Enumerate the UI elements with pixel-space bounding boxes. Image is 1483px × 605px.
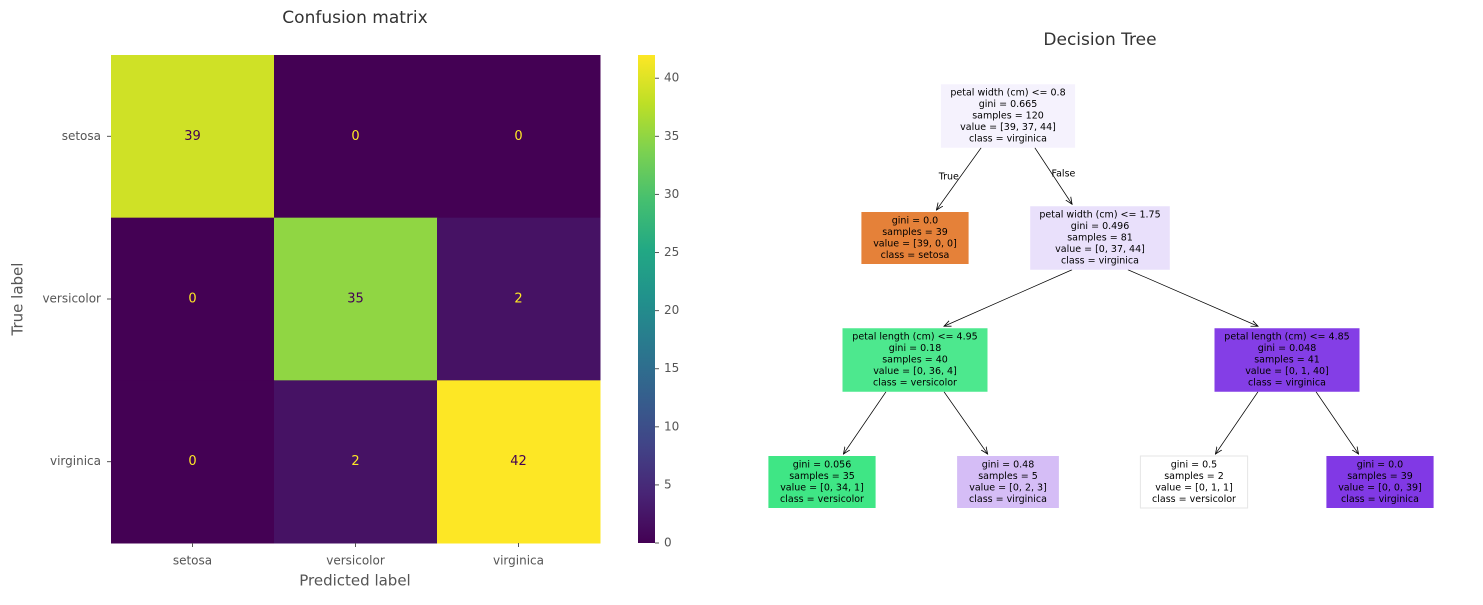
- node-text: petal width (cm) <= 1.75: [1039, 210, 1160, 221]
- tree-node: [1030, 206, 1170, 270]
- y-tick-label: setosa: [62, 129, 101, 143]
- tree-edge: [943, 391, 988, 454]
- tree-node: [842, 328, 988, 392]
- node-text: samples = 35: [789, 471, 855, 482]
- tree-edge: [1315, 391, 1359, 454]
- heatmap-cell: [437, 217, 601, 381]
- colorbar-tick-label: 20: [664, 303, 679, 317]
- cell-label: 0: [188, 454, 196, 469]
- node-text: value = [0, 34, 1]: [780, 482, 864, 493]
- colorbar-tick-label: 5: [664, 477, 672, 491]
- node-text: gini = 0.496: [1071, 221, 1130, 232]
- node-text: samples = 41: [1254, 355, 1320, 366]
- node-text: gini = 0.665: [979, 99, 1038, 110]
- cell-label: 42: [510, 454, 527, 469]
- node-text: class = versicolor: [873, 378, 957, 389]
- tree-node: [861, 212, 969, 264]
- y-axis-label: True label: [9, 263, 27, 337]
- node-text: petal width (cm) <= 0.8: [950, 88, 1065, 99]
- node-text: gini = 0.0: [1357, 459, 1403, 470]
- tree-title: Decision Tree: [1043, 30, 1156, 50]
- colorbar-tick-label: 30: [664, 187, 679, 201]
- node-text: value = [0, 37, 44]: [1055, 244, 1145, 255]
- node-text: samples = 40: [882, 355, 948, 366]
- node-text: class = virginica: [1341, 494, 1419, 505]
- tree-node: [768, 456, 876, 508]
- node-text: value = [0, 1, 1]: [1155, 482, 1233, 493]
- heatmap-cell: [111, 217, 275, 381]
- node-text: value = [0, 36, 4]: [873, 366, 957, 377]
- x-tick-label: setosa: [173, 554, 212, 568]
- cell-label: 2: [351, 454, 359, 469]
- heatmap-cell: [274, 217, 438, 381]
- heatmap-cell: [111, 55, 275, 219]
- node-text: class = versicolor: [1152, 494, 1236, 505]
- node-text: samples = 81: [1067, 233, 1133, 244]
- cell-label: 2: [514, 292, 522, 307]
- heatmap-title: Confusion matrix: [282, 8, 427, 28]
- node-text: gini = 0.056: [793, 459, 852, 470]
- tree-edge: [944, 269, 1073, 327]
- node-text: class = setosa: [881, 250, 950, 261]
- colorbar-tick-label: 35: [664, 129, 679, 143]
- node-text: value = [39, 37, 44]: [960, 122, 1056, 133]
- node-text: class = virginica: [969, 494, 1047, 505]
- x-tick-label: virginica: [493, 554, 544, 568]
- tree-edge: [843, 391, 887, 454]
- tree-edge: [936, 147, 982, 210]
- tree-node: [1139, 455, 1249, 509]
- x-axis-label: Predicted label: [299, 572, 410, 590]
- node-text: samples = 39: [1347, 471, 1413, 482]
- edge-label: False: [1052, 169, 1076, 180]
- node-text: samples = 2: [1164, 471, 1224, 482]
- tree-node: [940, 84, 1076, 148]
- node-text: value = [0, 0, 39]: [1338, 482, 1422, 493]
- tree-edge: [1215, 391, 1259, 454]
- cell-label: 39: [184, 129, 201, 144]
- node-text: value = [39, 0, 0]: [873, 238, 957, 249]
- cell-label: 0: [514, 129, 522, 144]
- node-text: class = versicolor: [780, 494, 864, 505]
- node-text: samples = 120: [972, 111, 1044, 122]
- node-text: gini = 0.048: [1258, 343, 1317, 354]
- cell-label: 0: [188, 292, 196, 307]
- colorbar-tick-label: 15: [664, 361, 679, 375]
- node-text: value = [0, 2, 3]: [969, 482, 1047, 493]
- colorbar: [638, 55, 655, 543]
- node-text: samples = 5: [978, 471, 1038, 482]
- node-text: class = virginica: [1061, 256, 1139, 267]
- node-text: gini = 0.5: [1171, 459, 1217, 470]
- node-text: value = [0, 1, 40]: [1245, 366, 1329, 377]
- heatmap-cell: [437, 380, 601, 544]
- heatmap-cell: [111, 380, 275, 544]
- node-text: gini = 0.18: [889, 343, 941, 354]
- y-tick-label: versicolor: [42, 292, 101, 306]
- tree-node: [1214, 328, 1360, 392]
- node-text: gini = 0.0: [892, 215, 938, 226]
- tree-node: [1326, 456, 1434, 508]
- node-text: samples = 39: [882, 227, 948, 238]
- edge-label: True: [938, 171, 959, 182]
- colorbar-tick-label: 0: [664, 536, 672, 550]
- node-text: petal length (cm) <= 4.95: [852, 332, 977, 343]
- cell-label: 35: [347, 292, 364, 307]
- heatmap-cell: [437, 55, 601, 219]
- tree-edge: [1034, 147, 1072, 205]
- cell-label: 0: [351, 129, 359, 144]
- tree-node: [957, 456, 1059, 508]
- heatmap-cell: [274, 380, 438, 544]
- colorbar-tick-label: 40: [664, 71, 679, 85]
- x-tick-label: versicolor: [326, 554, 385, 568]
- y-tick-label: virginica: [50, 454, 101, 468]
- colorbar-tick-label: 10: [664, 419, 679, 433]
- colorbar-tick-label: 25: [664, 245, 679, 259]
- node-text: petal length (cm) <= 4.85: [1224, 332, 1349, 343]
- node-text: gini = 0.48: [982, 459, 1034, 470]
- node-text: class = virginica: [969, 134, 1047, 145]
- tree-edge: [1127, 269, 1258, 327]
- node-text: class = virginica: [1248, 378, 1326, 389]
- heatmap-cell: [274, 55, 438, 219]
